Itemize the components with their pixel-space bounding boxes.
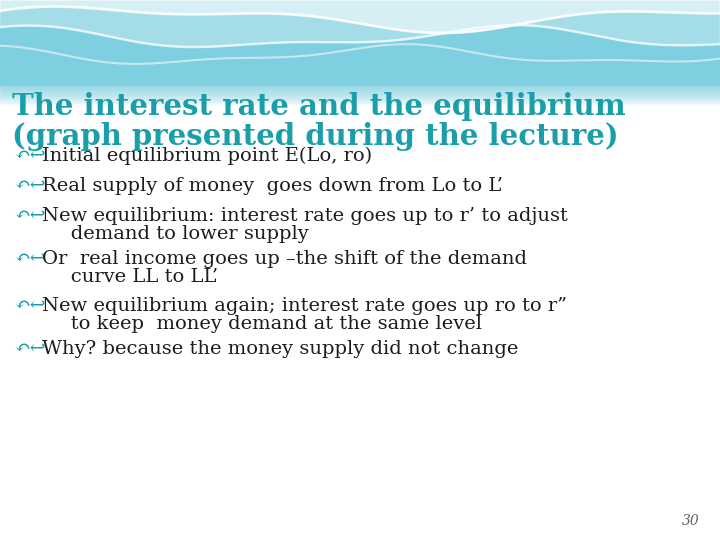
Text: to keep  money demand at the same level: to keep money demand at the same level [52,315,482,333]
Text: demand to lower supply: demand to lower supply [52,225,309,243]
Text: ↶↩: ↶↩ [14,340,45,358]
Text: New equilibrium: interest rate goes up to r’ to adjust: New equilibrium: interest rate goes up t… [42,207,568,225]
Text: ↶↩: ↶↩ [14,250,45,268]
Text: Initial equilibrium point E(Lo, ro): Initial equilibrium point E(Lo, ro) [42,147,372,165]
Text: (graph presented during the lecture): (graph presented during the lecture) [12,122,618,151]
Text: Real supply of money  goes down from Lo to L’: Real supply of money goes down from Lo t… [42,177,503,195]
Text: Why? because the money supply did not change: Why? because the money supply did not ch… [42,340,518,358]
Text: ↶↩: ↶↩ [14,177,45,195]
Text: curve LL to LL’: curve LL to LL’ [52,268,218,286]
Text: The interest rate and the equilibrium: The interest rate and the equilibrium [12,92,626,121]
Text: Or  real income goes up –the shift of the demand: Or real income goes up –the shift of the… [42,250,527,268]
Text: ↶↩: ↶↩ [14,207,45,225]
Text: New equilibrium again; interest rate goes up ro to r”: New equilibrium again; interest rate goe… [42,297,567,315]
Text: ↶↩: ↶↩ [14,297,45,315]
Text: 30: 30 [683,514,700,528]
Text: ↶↩: ↶↩ [14,147,45,165]
